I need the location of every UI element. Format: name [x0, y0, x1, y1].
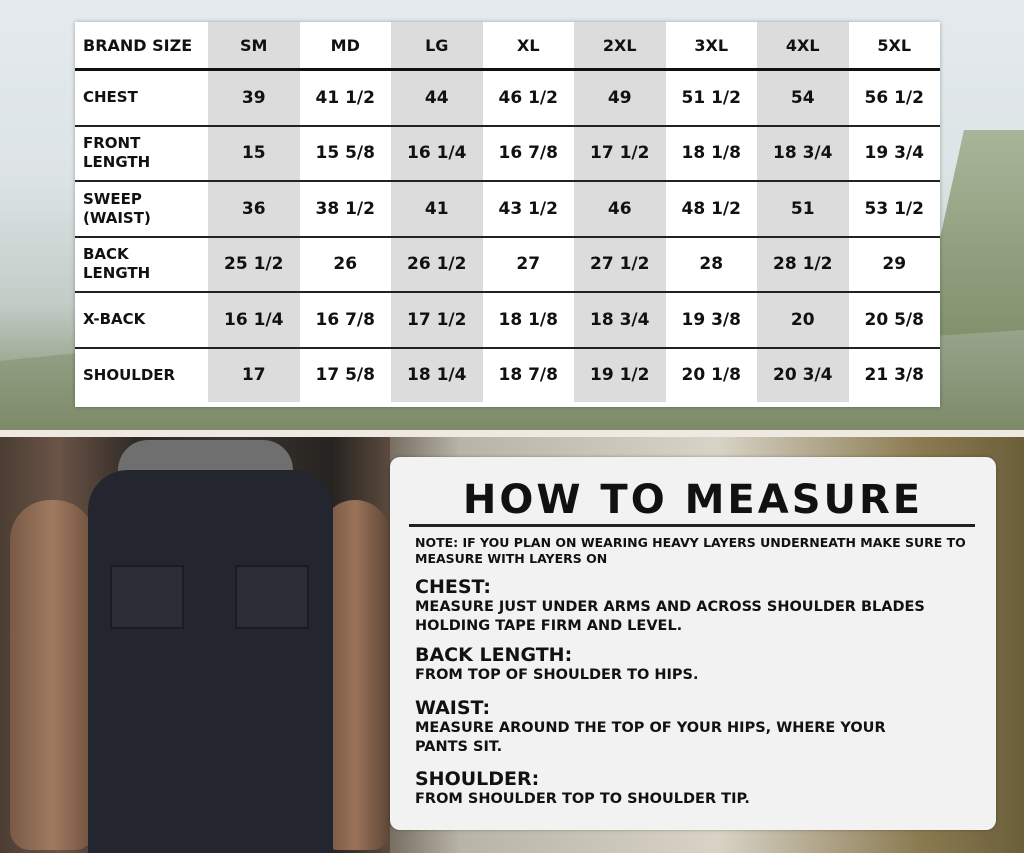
measurement-cell: 29 [882, 254, 907, 275]
measurement-cell: 17 1/2 [574, 126, 666, 180]
header-label: BRAND SIZE [83, 35, 193, 55]
vest-pocket [110, 565, 184, 629]
measurement-cell: 54 [757, 71, 849, 125]
measurement-cell: 46 1/2 [498, 87, 558, 108]
section-text: FROM TOP OF SHOULDER TO HIPS. [415, 667, 699, 683]
measurement-cell: 39 [208, 71, 300, 125]
measurement-cell: 28 1/2 [757, 237, 849, 291]
measurement-cell: 19 3/8 [681, 309, 741, 330]
size-header: LG [391, 22, 483, 68]
measurement-cell: 15 [208, 126, 300, 180]
measurement-cell: 20 [757, 293, 849, 347]
measurement-cell: 18 1/4 [391, 348, 483, 402]
measurement-cell: 17 1/2 [391, 293, 483, 347]
section-title: WAIST: [415, 697, 491, 719]
measurement-cell: 41 [391, 182, 483, 236]
measurement-cell: 56 1/2 [864, 87, 924, 108]
section-text: MEASURE AROUND THE TOP OF YOUR HIPS, WHE… [415, 720, 886, 755]
section-title: SHOULDER: [415, 768, 540, 790]
measurement-cell: 53 1/2 [864, 198, 924, 219]
table-header-row: BRAND SIZE SM MD LG XL 2XL 3XL 4XL 5XL [75, 22, 940, 71]
measurement-cell: 38 1/2 [315, 198, 375, 219]
size-header: 4XL [757, 22, 849, 68]
section-title: BACK LENGTH: [415, 644, 573, 666]
measurement-cell: 48 1/2 [681, 198, 741, 219]
measurement-cell: 20 5/8 [864, 309, 924, 330]
table-row: SHOULDER 17 17 5/8 18 1/4 18 7/8 19 1/2 20 1/8… [75, 348, 940, 402]
measurement-cell: 28 [699, 254, 724, 275]
size-header: 5XL [877, 35, 912, 55]
measurement-cell: 18 3/4 [757, 126, 849, 180]
measurement-cell: 36 [208, 182, 300, 236]
vest-pocket [235, 565, 309, 629]
row-label: SWEEP (WAIST) [83, 189, 151, 227]
measurement-cell: 44 [391, 71, 483, 125]
section-chest: CHEST: MEASURE JUST UNDER ARMS AND ACROS… [415, 576, 985, 636]
table-row: FRONT LENGTH 15 15 5/8 16 1/4 16 7/8 17 1/2 18… [75, 126, 940, 182]
measurement-cell: 16 1/4 [391, 126, 483, 180]
measurement-cell: 27 1/2 [574, 237, 666, 291]
measurement-cell: 17 5/8 [315, 365, 375, 386]
measurement-cell: 19 1/2 [574, 348, 666, 402]
measurement-cell: 51 1/2 [681, 87, 741, 108]
measurement-cell: 17 [208, 348, 300, 402]
measurement-cell: 20 3/4 [757, 348, 849, 402]
table-row: X-BACK 16 1/4 16 7/8 17 1/2 18 1/8 18 3/4 19 3… [75, 293, 940, 349]
section-back-length: BACK LENGTH: FROM TOP OF SHOULDER TO HIP… [415, 644, 985, 685]
section-text: MEASURE JUST UNDER ARMS AND ACROSS SHOUL… [415, 599, 925, 634]
measurement-cell: 18 1/8 [681, 143, 741, 164]
torn-divider [0, 430, 1024, 438]
row-label: SHOULDER [83, 365, 176, 384]
size-header: XL [516, 35, 540, 55]
section-text: FROM SHOULDER TOP TO SHOULDER TIP. [415, 791, 750, 807]
measurement-cell: 26 1/2 [391, 237, 483, 291]
measurement-cell: 27 [516, 254, 541, 275]
table-row: SWEEP (WAIST) 36 38 1/2 41 43 1/2 46 48 1/2 51 5… [75, 182, 940, 238]
size-chart-table: BRAND SIZE SM MD LG XL 2XL 3XL 4XL 5XL CHEST 39 41 … [75, 22, 940, 407]
section-title: CHEST: [415, 576, 492, 598]
measurement-cell: 49 [574, 71, 666, 125]
measurement-cell: 18 3/4 [574, 293, 666, 347]
measurement-cell: 18 7/8 [498, 365, 558, 386]
measurement-cell: 51 [757, 182, 849, 236]
title-rule [409, 524, 975, 527]
section-waist: WAIST: MEASURE AROUND THE TOP OF YOUR HI… [415, 697, 985, 757]
row-label: BACK LENGTH [83, 245, 151, 283]
size-header: MD [330, 35, 360, 55]
model-left-arm [10, 500, 95, 850]
measurement-cell: 16 1/4 [208, 293, 300, 347]
row-label: X-BACK [83, 310, 146, 329]
table-row: BACK LENGTH 25 1/2 26 26 1/2 27 27 1/2 28 28 1/… [75, 237, 940, 293]
measurement-cell: 43 1/2 [498, 198, 558, 219]
hooded-vest-image [88, 470, 333, 853]
measure-note: NOTE: IF YOU PLAN ON WEARING HEAVY LAYER… [415, 535, 966, 566]
how-to-measure-panel: HOW TO MEASURE NOTE: IF YOU PLAN ON WEAR… [390, 457, 996, 830]
measurement-cell: 21 3/8 [864, 365, 924, 386]
row-label: CHEST [83, 88, 138, 107]
measurement-cell: 15 5/8 [315, 143, 375, 164]
measurement-cell: 25 1/2 [208, 237, 300, 291]
size-header: SM [208, 22, 300, 68]
panel-title: HOW TO MEASURE [462, 477, 924, 523]
measurement-cell: 41 1/2 [315, 87, 375, 108]
measurement-cell: 16 7/8 [498, 143, 558, 164]
measurement-cell: 16 7/8 [315, 309, 375, 330]
size-header: 3XL [694, 35, 729, 55]
row-label: FRONT LENGTH [83, 134, 151, 172]
measurement-cell: 20 1/8 [681, 365, 741, 386]
size-header: 2XL [574, 22, 666, 68]
table-row: CHEST 39 41 1/2 44 46 1/2 49 51 1/2 54 56 1/2 [75, 71, 940, 127]
measurement-cell: 18 1/8 [498, 309, 558, 330]
measurement-cell: 19 3/4 [864, 143, 924, 164]
measurement-cell: 46 [574, 182, 666, 236]
measurement-cell: 26 [333, 254, 358, 275]
section-shoulder: SHOULDER: FROM SHOULDER TOP TO SHOULDER … [415, 768, 985, 809]
